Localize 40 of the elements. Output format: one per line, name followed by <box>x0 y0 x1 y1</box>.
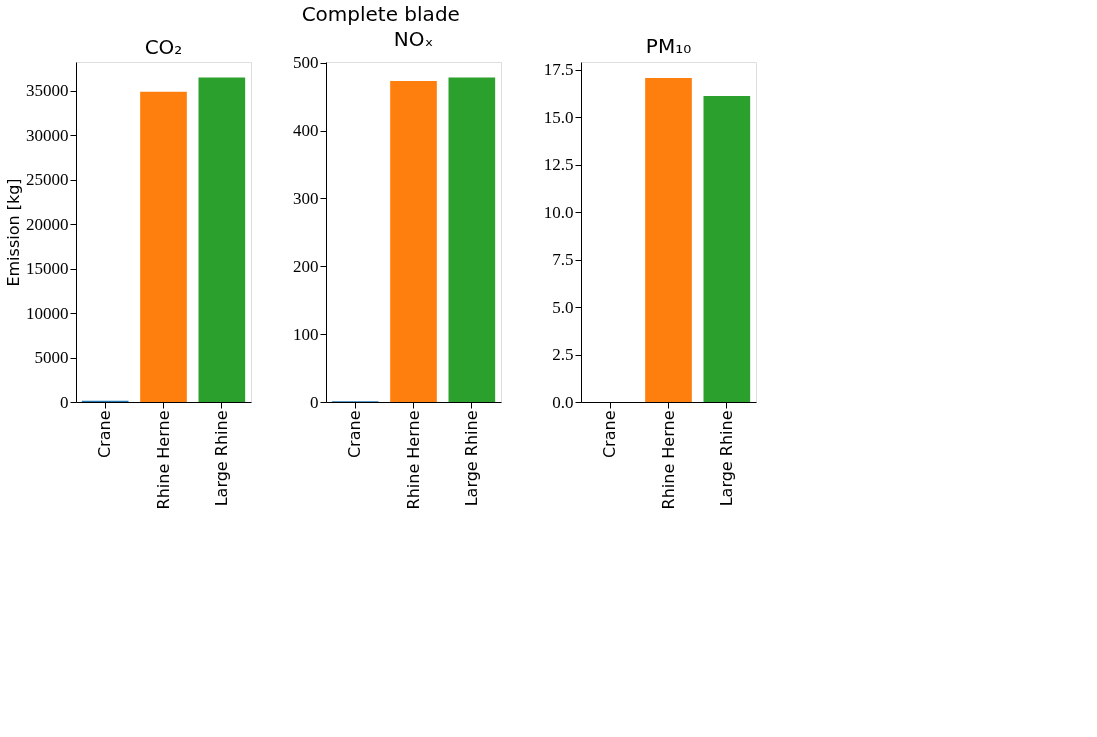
y-tick-label: 15.0 <box>543 107 574 127</box>
y-tick-label: 0 <box>60 392 69 412</box>
bar <box>390 81 437 402</box>
y-tick-label: 25000 <box>26 170 69 190</box>
x-tick-label: Rhine Herne <box>153 410 173 510</box>
x-tick-label: Large Rhine <box>716 410 736 507</box>
y-tick-label: 7.5 <box>552 250 574 270</box>
y-tick-label: 500 <box>293 53 319 73</box>
x-tick-label: Large Rhine <box>211 410 231 507</box>
bar <box>198 77 246 402</box>
y-tick-label: 200 <box>293 256 319 276</box>
bar <box>140 91 187 402</box>
text: Complete blade <box>301 2 460 27</box>
y-axis-title: Emission [kg] <box>4 178 23 287</box>
x-tick-label: Crane <box>95 410 115 459</box>
y-tick-label: 17.5 <box>543 60 574 80</box>
y-tick-label: 30000 <box>26 125 69 145</box>
y-tick-label: 0.0 <box>552 392 574 412</box>
y-tick-label: 12.5 <box>543 155 574 175</box>
chart-title: CO₂ <box>144 35 183 59</box>
y-tick-label: 2.5 <box>552 345 574 365</box>
y-tick-label: 10.0 <box>543 202 574 222</box>
y-tick-label: 400 <box>293 121 319 141</box>
chart-title: PM₁₀ <box>645 33 692 58</box>
x-tick-label: Large Rhine <box>461 410 481 507</box>
bar <box>448 77 496 402</box>
x-tick-label: Crane <box>345 410 365 459</box>
y-tick-label: 300 <box>293 188 319 208</box>
y-tick-label: 5000 <box>34 348 69 368</box>
x-tick-label: Rhine Herne <box>658 410 678 510</box>
y-tick-label: 0 <box>310 392 319 412</box>
y-tick-label: 10000 <box>26 303 69 323</box>
chart-title: NOₓ <box>393 26 434 51</box>
x-tick-label: Rhine Herne <box>403 410 423 510</box>
y-tick-label: 35000 <box>26 81 69 101</box>
x-tick-label: Crane <box>600 410 620 459</box>
y-tick-label: 20000 <box>26 214 69 234</box>
y-tick-label: 100 <box>293 324 319 344</box>
y-tick-label: 5.0 <box>552 297 574 317</box>
y-tick-label: 15000 <box>26 259 69 279</box>
